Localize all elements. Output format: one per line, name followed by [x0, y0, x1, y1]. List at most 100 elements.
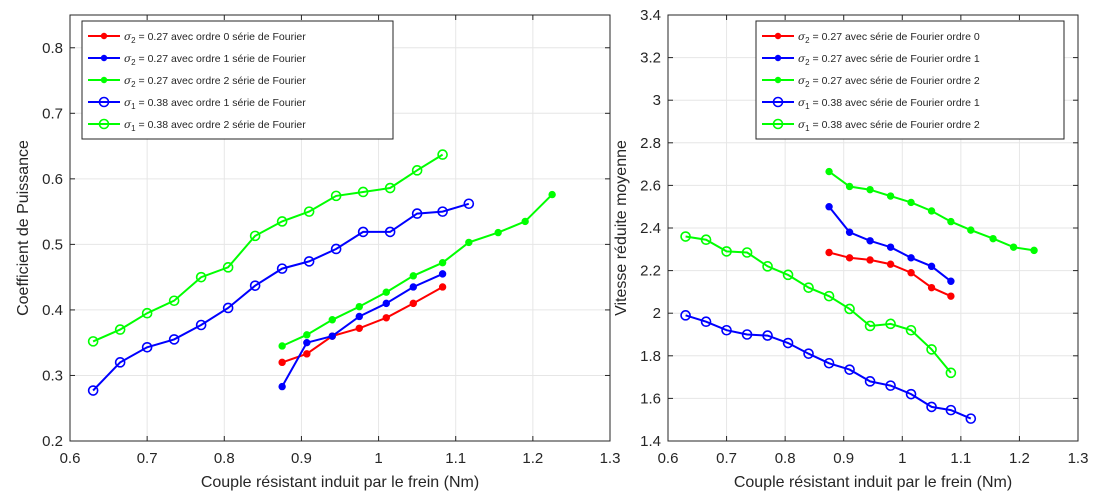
legend-marker	[774, 54, 782, 62]
data-point	[382, 288, 390, 296]
data-point	[87, 385, 99, 396]
legend-label: σ2 = 0.27 avec ordre 1 série de Fourier	[124, 53, 306, 67]
data-point	[700, 316, 712, 328]
y-tick-label: 0.3	[42, 367, 63, 384]
data-point	[195, 271, 207, 283]
legend-marker	[772, 96, 784, 108]
data-point	[411, 208, 423, 219]
data-point	[823, 290, 835, 302]
data-point	[721, 324, 732, 336]
data-point	[276, 216, 288, 227]
legend-marker	[772, 118, 784, 130]
data-point	[249, 280, 261, 291]
data-point	[907, 269, 915, 277]
data-point	[782, 269, 794, 281]
legend-label: σ2 = 0.27 avec série de Fourier ordre 0	[798, 31, 980, 45]
data-point	[945, 404, 957, 416]
series-4	[87, 198, 475, 396]
data-point	[382, 314, 390, 322]
data-point	[222, 262, 234, 273]
legend-label: σ1 = 0.38 avec ordre 1 série de Fourier	[124, 97, 306, 111]
data-point	[328, 316, 336, 324]
data-point	[1030, 246, 1038, 255]
series-line	[685, 314, 972, 420]
data-point	[825, 167, 833, 176]
legend-entry-1: σ2 = 0.27 avec série de Fourier ordre 0	[762, 31, 980, 45]
series-3	[278, 190, 556, 350]
data-point	[844, 303, 855, 315]
legend-entry-3: σ2 = 0.27 avec ordre 2 série de Fourier	[88, 75, 306, 89]
data-point	[721, 246, 732, 257]
data-point	[886, 260, 895, 268]
data-point	[411, 165, 423, 176]
y-tick-label: 0.5	[42, 236, 63, 253]
x-tick-label: 1	[374, 450, 382, 467]
data-point	[886, 192, 895, 200]
data-point	[409, 272, 417, 280]
data-point	[357, 186, 369, 198]
y-tick-label: 0.2	[42, 433, 63, 450]
data-point	[885, 380, 896, 391]
data-point	[328, 332, 336, 340]
data-point	[303, 331, 311, 339]
legend-label: σ1 = 0.38 avec série de Fourier ordre 2	[798, 119, 980, 133]
legend-entry-1: σ2 = 0.27 avec ordre 0 série de Fourier	[88, 31, 306, 45]
data-point	[907, 198, 915, 207]
data-point	[87, 336, 99, 347]
data-point	[905, 388, 917, 400]
data-point	[168, 334, 180, 345]
x-tick-label: 1.2	[522, 450, 543, 467]
data-point	[741, 329, 753, 340]
x-axis-label: Couple résistant induit par le frein (Nm…	[201, 474, 479, 491]
series-line	[685, 235, 952, 374]
chart-1: 0.6 0.7 0.8 0.9 1 1.1 1.2 1.3 0.2 0.3 0.4 0.5 0.6 0.7…	[15, 14, 620, 491]
data-point	[438, 283, 447, 291]
data-point	[905, 324, 917, 336]
data-point	[222, 302, 234, 314]
legend-label: σ1 = 0.38 avec série de Fourier ordre 1	[798, 97, 980, 111]
data-point	[303, 338, 311, 347]
x-tick-label: 1.1	[445, 450, 466, 467]
y-tick-label: 0.8	[42, 40, 63, 57]
data-point	[276, 263, 288, 274]
legend-marker	[774, 76, 782, 84]
y-axis-label: Vitesse réduite moyenne	[613, 140, 630, 316]
data-point	[864, 320, 876, 332]
legend-box	[755, 20, 1065, 140]
data-point	[521, 217, 529, 226]
data-point	[782, 337, 794, 349]
x-axis-label: Couple résistant induit par le frein (Nm…	[734, 474, 1012, 491]
data-point	[355, 302, 363, 311]
data-point	[330, 190, 342, 202]
series-5	[680, 231, 957, 379]
legend: σ2 = 0.27 avec série de Fourier ordre 0 σ…	[755, 20, 1065, 140]
data-point	[907, 254, 915, 262]
data-point	[965, 413, 977, 424]
series-2	[278, 270, 447, 391]
x-tick-label: 0.8	[775, 450, 796, 467]
data-point	[927, 283, 936, 292]
legend-entry-4: σ1 = 0.38 avec ordre 1 série de Fourier	[88, 96, 306, 111]
y-tick-label: 0.7	[42, 105, 63, 122]
y-tick-label: 3.2	[640, 50, 661, 67]
series-line	[92, 202, 470, 392]
data-point	[845, 228, 854, 236]
legend-entry-4: σ1 = 0.38 avec série de Fourier ordre 1	[762, 96, 980, 111]
data-point	[741, 247, 753, 258]
y-tick-label: 1.4	[640, 433, 661, 450]
data-point	[355, 312, 363, 321]
legend-label: σ1 = 0.38 avec ordre 2 série de Fourier	[124, 119, 306, 133]
data-point	[195, 319, 207, 331]
legend-marker	[98, 96, 110, 108]
data-point	[1009, 243, 1018, 251]
x-tick-label: 0.7	[137, 450, 158, 467]
y-tick-label: 2	[653, 305, 661, 322]
data-point	[249, 230, 261, 242]
series-3	[825, 167, 1038, 255]
y-tick-label: 0.4	[42, 302, 63, 319]
data-point	[384, 226, 396, 238]
data-point	[886, 243, 895, 251]
series-1	[278, 283, 447, 367]
x-tick-label: 1.3	[1068, 450, 1089, 467]
